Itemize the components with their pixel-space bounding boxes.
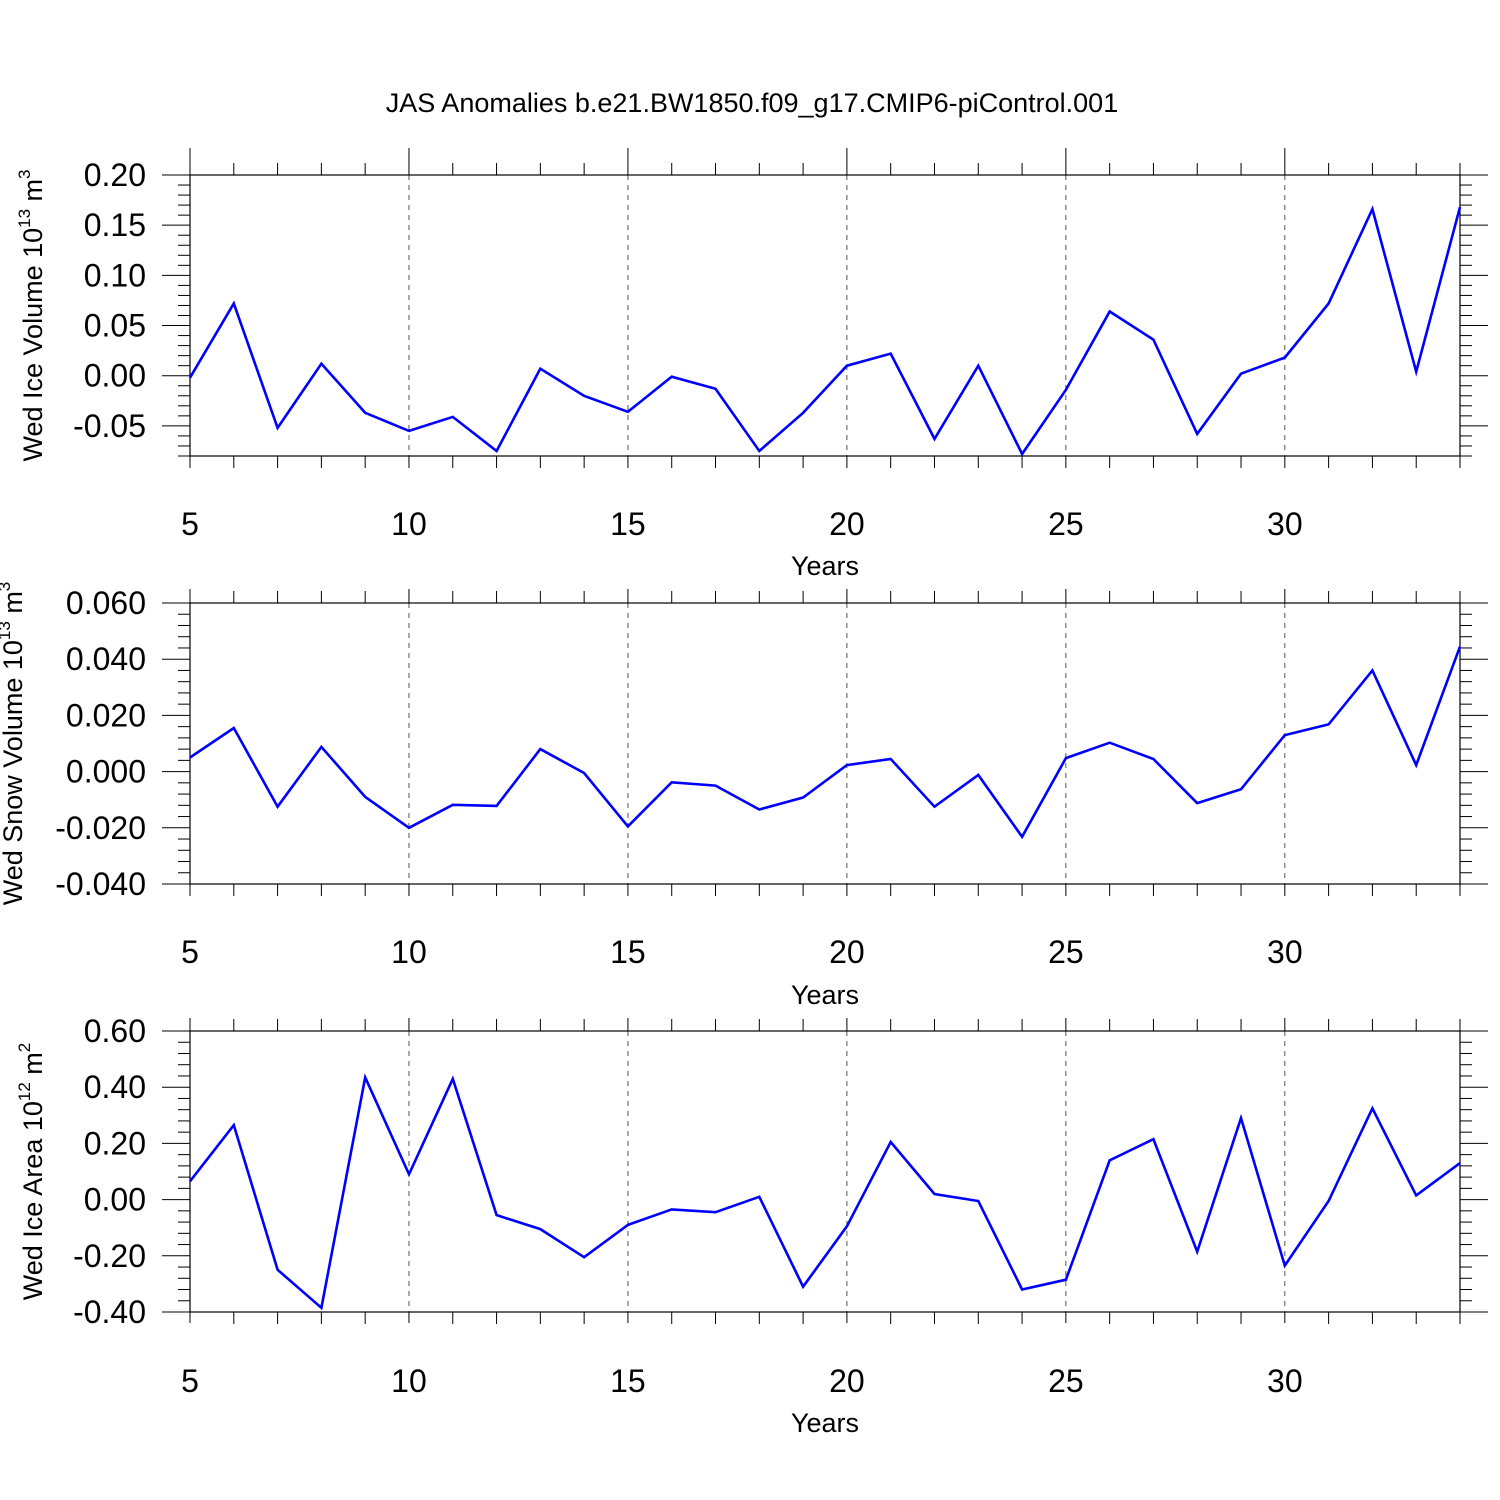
x-tick-label: 5 (181, 506, 199, 542)
y-tick-label: 0.020 (66, 697, 146, 733)
y-tick-label: 0.10 (84, 257, 146, 293)
x-tick-label: 15 (610, 506, 646, 542)
y-axis-title: Wed Snow Volume 1013 m3 (0, 582, 28, 906)
y-tick-label: 0.040 (66, 641, 146, 677)
y-tick-label: 0.060 (66, 585, 146, 621)
x-tick-label: 25 (1048, 506, 1084, 542)
y-tick-label: -0.20 (73, 1238, 146, 1274)
y-tick-label: 0.05 (84, 308, 146, 344)
y-tick-label: 0.20 (84, 157, 146, 193)
x-tick-label: 15 (610, 1363, 646, 1399)
y-tick-label: -0.020 (55, 810, 146, 846)
y-tick-label: 0.00 (84, 358, 146, 394)
y-axis-title: Wed Ice Volume 1013 m3 (15, 169, 48, 461)
y-tick-label: 0.60 (84, 1013, 146, 1049)
ice-volume-panel: 0.20 0.15 0.10 0.05 0.00 -0.05 5 10 15 20 25 30 Year… (15, 148, 1488, 581)
figure-title: JAS Anomalies b.e21.BW1850.f09_g17.CMIP6… (386, 88, 1118, 118)
y-tick-label: -0.05 (73, 408, 146, 444)
x-tick-label: 10 (391, 934, 427, 970)
x-tick-label: 20 (829, 1363, 865, 1399)
ice-area-panel: 0.60 0.40 0.20 0.00 -0.20 -0.40 5 10 15 20 25 30 Yea… (15, 1013, 1488, 1438)
plot-frame (189, 602, 1461, 885)
x-tick-label: 20 (829, 506, 865, 542)
x-tick-label: 25 (1048, 1363, 1084, 1399)
x-tick-label: 25 (1048, 934, 1084, 970)
y-tick-label: -0.40 (73, 1294, 146, 1330)
x-tick-label: 10 (391, 506, 427, 542)
y-axis-title: Wed Ice Area 1012 m2 (15, 1043, 48, 1301)
series-line (188, 205, 1462, 457)
series-line (189, 646, 1462, 840)
x-tick-label: 30 (1267, 934, 1303, 970)
x-tick-label: 5 (181, 1363, 199, 1399)
plot-frame (189, 1030, 1461, 1313)
x-tick-label: 30 (1267, 1363, 1303, 1399)
x-tick-label: 5 (181, 934, 199, 970)
x-tick-label: 15 (610, 934, 646, 970)
x-tick-label: 20 (829, 934, 865, 970)
y-tick-label: 0.15 (84, 207, 146, 243)
y-tick-label: 0.40 (84, 1069, 146, 1105)
y-tick-label: 0.00 (84, 1182, 146, 1218)
series-line (188, 1073, 1461, 1311)
plot-frame (189, 174, 1461, 457)
y-tick-label: 0.000 (66, 754, 146, 790)
x-axis-title: Years (791, 1408, 859, 1438)
snow-volume-panel: 0.060 0.040 0.020 0.000 -0.020 -0.040 5 10 15 20 2… (0, 582, 1488, 1010)
y-tick-label: -0.040 (55, 866, 146, 902)
x-tick-label: 30 (1267, 506, 1303, 542)
y-tick-label: 0.20 (84, 1125, 146, 1161)
x-tick-label: 10 (391, 1363, 427, 1399)
x-axis-title: Years (791, 551, 859, 581)
x-axis-title: Years (791, 980, 859, 1010)
